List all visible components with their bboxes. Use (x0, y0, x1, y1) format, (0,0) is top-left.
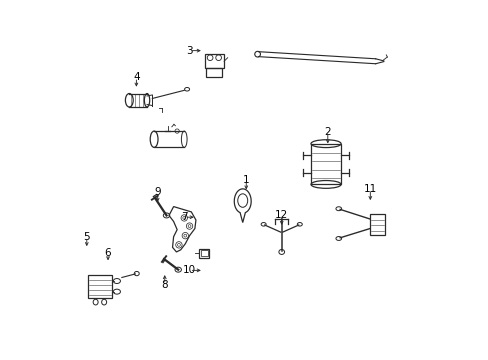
Text: 12: 12 (275, 211, 288, 220)
Text: 8: 8 (161, 280, 168, 289)
Text: 3: 3 (186, 46, 192, 56)
Text: 6: 6 (104, 248, 111, 258)
Bar (206, 68, 222, 77)
Text: 11: 11 (363, 184, 376, 194)
Text: 10: 10 (183, 265, 196, 275)
Text: 2: 2 (324, 127, 330, 137)
Bar (369, 214, 384, 235)
Text: 4: 4 (133, 72, 140, 82)
Text: 7: 7 (181, 212, 187, 222)
Text: 9: 9 (154, 188, 161, 197)
Bar (310, 144, 341, 184)
Text: 5: 5 (83, 232, 90, 242)
Text: 1: 1 (243, 175, 249, 185)
Bar (204, 54, 224, 68)
Bar (88, 275, 112, 298)
Bar (201, 250, 207, 256)
Bar (199, 249, 209, 258)
